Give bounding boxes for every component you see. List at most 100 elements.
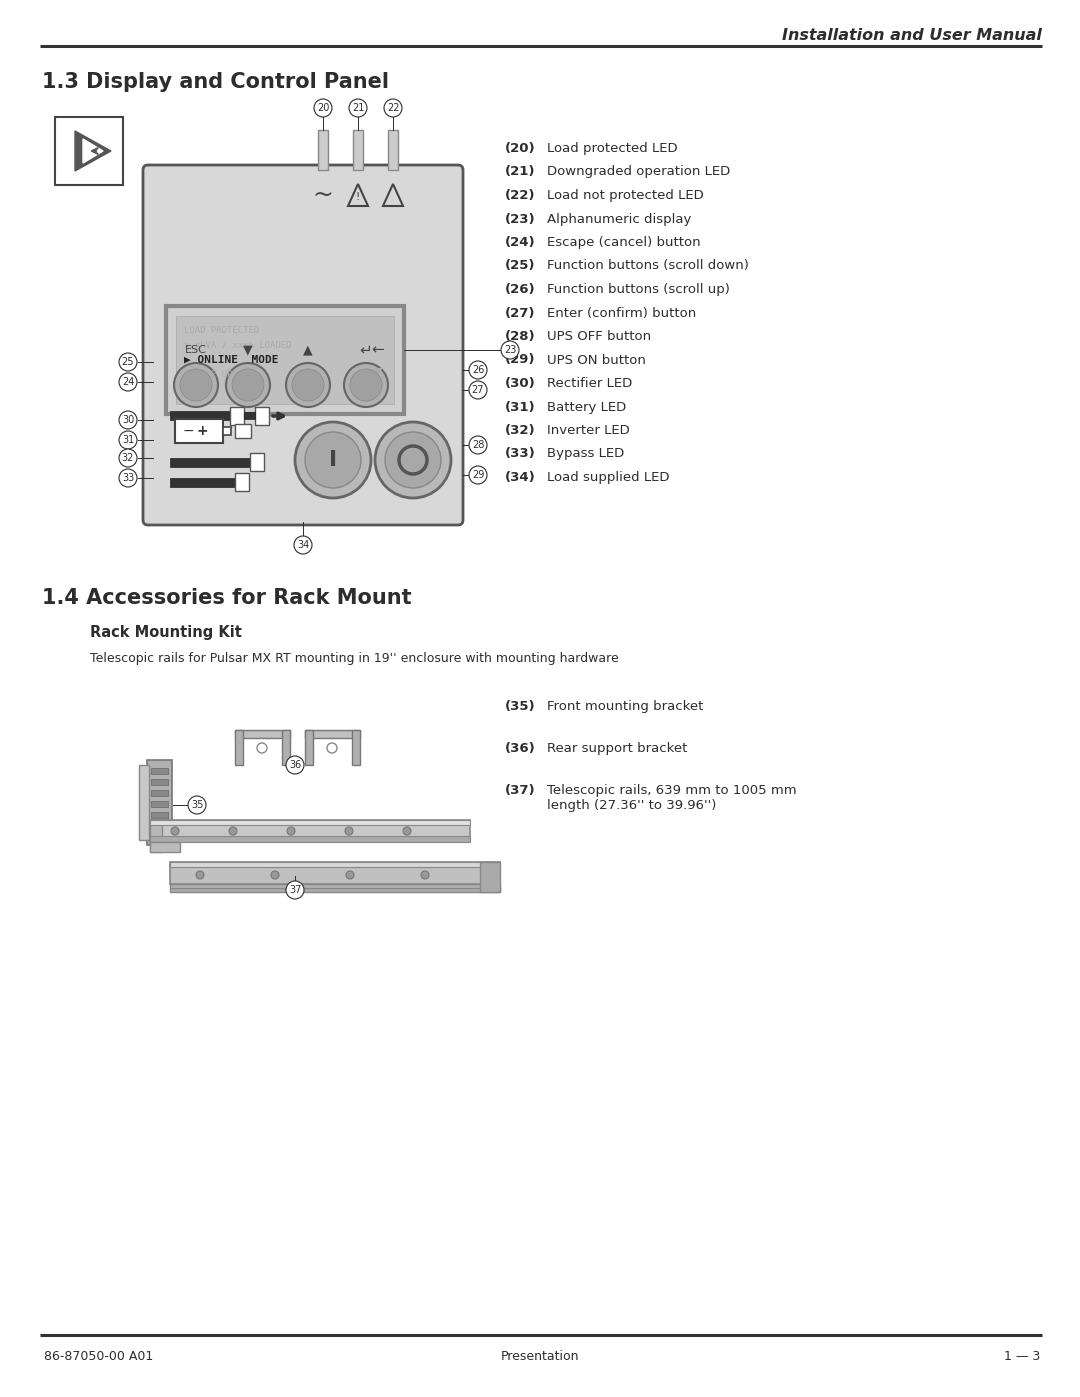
Circle shape: [292, 369, 324, 401]
Text: (20): (20): [505, 142, 536, 155]
Text: 26: 26: [472, 365, 484, 374]
Text: 24: 24: [122, 377, 134, 387]
Text: Function buttons (scroll down): Function buttons (scroll down): [546, 260, 748, 272]
Text: (30): (30): [505, 377, 536, 390]
Bar: [388, 130, 399, 170]
Circle shape: [119, 469, 137, 488]
Text: (22): (22): [505, 189, 536, 203]
Text: Alphanumeric display: Alphanumeric display: [546, 212, 691, 225]
Bar: [170, 411, 240, 420]
Polygon shape: [83, 138, 103, 163]
Text: (26): (26): [505, 284, 536, 296]
Text: !: !: [355, 191, 361, 203]
Text: Bypass LED: Bypass LED: [546, 447, 624, 461]
Circle shape: [119, 411, 137, 429]
Circle shape: [286, 363, 330, 407]
Text: 29: 29: [472, 469, 484, 481]
Text: 1 — 3: 1 — 3: [1003, 1350, 1040, 1363]
Text: ESC: ESC: [185, 345, 207, 355]
Text: 1.4 Accessories for Rack Mount: 1.4 Accessories for Rack Mount: [42, 588, 411, 608]
Bar: [151, 812, 168, 819]
Bar: [352, 731, 360, 766]
Text: (33): (33): [505, 447, 536, 461]
Text: (24): (24): [505, 236, 536, 249]
Bar: [170, 888, 500, 893]
Text: Downgraded operation LED: Downgraded operation LED: [546, 165, 730, 179]
Circle shape: [349, 99, 367, 117]
Text: Installation and User Manual: Installation and User Manual: [782, 28, 1042, 43]
Circle shape: [286, 756, 303, 774]
Text: Telescopic rails, 639 mm to 1005 mm
length (27.36'' to 39.96''): Telescopic rails, 639 mm to 1005 mm leng…: [546, 784, 797, 812]
Text: Load supplied LED: Load supplied LED: [546, 471, 670, 483]
Text: ▼: ▼: [243, 344, 253, 356]
Text: (28): (28): [505, 330, 536, 344]
Text: (32): (32): [505, 425, 536, 437]
Circle shape: [195, 870, 204, 879]
Text: 20: 20: [316, 103, 329, 113]
Text: Escape (cancel) button: Escape (cancel) button: [546, 236, 701, 249]
Text: −: −: [183, 425, 194, 439]
Circle shape: [171, 827, 179, 835]
Text: 36: 36: [288, 760, 301, 770]
Circle shape: [287, 827, 295, 835]
Circle shape: [229, 827, 237, 835]
Text: Rectifier LED: Rectifier LED: [546, 377, 632, 390]
Circle shape: [384, 432, 441, 488]
Circle shape: [271, 870, 279, 879]
Circle shape: [345, 363, 388, 407]
Bar: [170, 862, 500, 884]
Circle shape: [119, 432, 137, 448]
Circle shape: [119, 448, 137, 467]
Bar: [139, 766, 149, 840]
Text: Enter (confirm) button: Enter (confirm) button: [546, 306, 697, 320]
Text: (25): (25): [505, 260, 536, 272]
Circle shape: [119, 353, 137, 372]
Text: 23: 23: [503, 345, 516, 355]
Text: 35: 35: [191, 800, 203, 810]
Circle shape: [174, 363, 218, 407]
FancyBboxPatch shape: [166, 306, 404, 414]
Text: SINGLE UPS: SINGLE UPS: [184, 370, 238, 379]
Text: Load not protected LED: Load not protected LED: [546, 189, 704, 203]
Text: 22: 22: [387, 103, 400, 113]
Bar: [151, 768, 168, 774]
Bar: [230, 407, 244, 425]
Text: 32: 32: [122, 453, 134, 462]
Bar: [353, 130, 363, 170]
Circle shape: [346, 870, 354, 879]
Bar: [305, 731, 313, 766]
Text: Function buttons (scroll up): Function buttons (scroll up): [546, 284, 730, 296]
Bar: [305, 731, 360, 738]
Text: Inverter LED: Inverter LED: [546, 425, 630, 437]
Bar: [255, 407, 269, 425]
Bar: [151, 780, 168, 785]
Circle shape: [375, 422, 451, 497]
Text: 37: 37: [288, 886, 301, 895]
Text: 1.3 Display and Control Panel: 1.3 Display and Control Panel: [42, 73, 389, 92]
Text: Front mounting bracket: Front mounting bracket: [546, 700, 703, 712]
Circle shape: [188, 796, 206, 814]
Text: (36): (36): [505, 742, 536, 754]
Text: (29): (29): [505, 353, 536, 366]
Circle shape: [119, 373, 137, 391]
Circle shape: [469, 381, 487, 400]
Bar: [170, 458, 260, 467]
Text: x.xkVA / xxx% LOADED: x.xkVA / xxx% LOADED: [184, 339, 292, 349]
Text: UPS ON button: UPS ON button: [546, 353, 646, 366]
Bar: [170, 862, 500, 868]
Text: 25: 25: [122, 358, 134, 367]
Circle shape: [295, 422, 372, 497]
Bar: [150, 820, 470, 826]
Text: +: +: [197, 425, 208, 439]
Text: (35): (35): [505, 700, 536, 712]
Bar: [150, 821, 162, 852]
Text: ↵: ↵: [360, 342, 373, 358]
Bar: [150, 835, 470, 842]
Text: 86-87050-00 A01: 86-87050-00 A01: [44, 1350, 153, 1363]
Text: 31: 31: [122, 434, 134, 446]
Text: 30: 30: [122, 415, 134, 425]
Text: Battery LED: Battery LED: [546, 401, 626, 414]
Text: 34: 34: [297, 541, 309, 550]
Circle shape: [345, 827, 353, 835]
Text: (31): (31): [505, 401, 536, 414]
